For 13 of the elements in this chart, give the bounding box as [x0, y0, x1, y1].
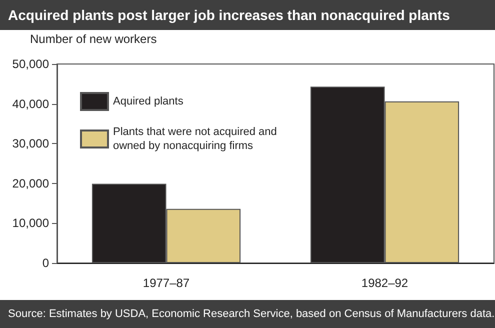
source-note: Source: Estimates by USDA, Economic Research Service, based on Census of Manufacturers data. — [0, 300, 495, 328]
legend-label: Plants that were not acquired and owned by nonacquiring firms — [113, 126, 280, 152]
y-tick-label: 0 — [42, 256, 50, 270]
y-tick-label: 50,000 — [12, 57, 50, 71]
x-tick-label: 1977–87 — [142, 276, 190, 290]
legend-label: Aquired plants — [113, 96, 184, 108]
chart-title: Acquired plants post larger job increases than nonacquired plants — [0, 0, 495, 30]
y-tick-label: 20,000 — [12, 176, 50, 190]
y-axis-title: Number of new workers — [30, 32, 157, 46]
y-tick-label: 10,000 — [12, 216, 50, 230]
y-tick-label: 30,000 — [12, 136, 50, 151]
x-tick-label: 1982–92 — [361, 276, 408, 290]
y-tick-label: 40,000 — [12, 96, 50, 111]
